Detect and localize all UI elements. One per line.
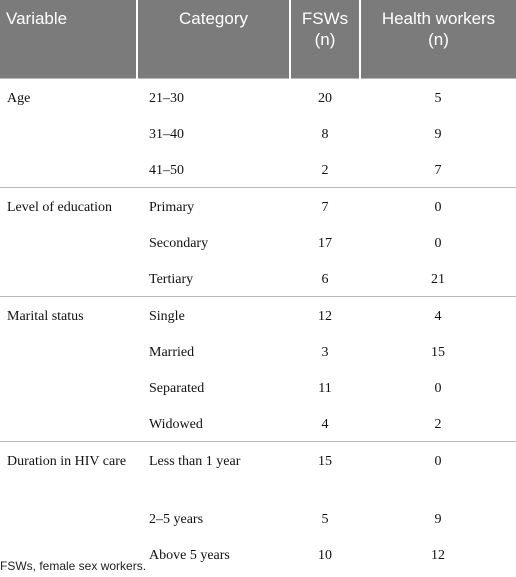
- header-cell: Category: [136, 0, 290, 79]
- health-workers-cell: 4: [360, 296, 516, 333]
- header-label: FSWs: [301, 9, 349, 28]
- table-row: Duration in HIV care Less than 1 year 15 0: [0, 441, 516, 577]
- fsws-cell: 2: [321, 163, 329, 178]
- category-cell: 2–5 years: [149, 512, 204, 527]
- header-unit: (n): [314, 30, 336, 49]
- health-workers-cell: 9: [434, 512, 442, 527]
- health-workers-cell: 2: [434, 417, 442, 432]
- header-label: Health workers: [381, 9, 496, 28]
- footnote: FSWs, female sex workers.: [0, 559, 147, 573]
- category-cell: Single: [137, 296, 290, 333]
- variable-cell: Marital status: [0, 296, 137, 442]
- variable-cell: Age: [0, 78, 137, 188]
- fsws-cell: 7: [290, 187, 360, 224]
- table-row: Tertiary 6 21: [0, 260, 516, 297]
- category-cell: 41–50: [149, 163, 184, 178]
- table-row: 2–5 years 5 9: [0, 500, 516, 536]
- fsws-cell: 17: [318, 236, 332, 251]
- health-workers-cell: 0: [360, 187, 516, 224]
- fsws-cell: 11: [318, 381, 332, 396]
- table-row: 31–40 8 9: [0, 115, 516, 151]
- category-cell: Secondary: [149, 236, 209, 251]
- health-workers-cell: 0: [360, 441, 516, 500]
- table-row: Married 3 15: [0, 333, 516, 369]
- fsws-cell: 5: [321, 512, 329, 527]
- table-row: Level of education Primary 7 0: [0, 187, 516, 297]
- category-cell: Separated: [149, 381, 205, 396]
- health-workers-cell: 15: [431, 345, 445, 360]
- header-row: Variable Category FSWs (n) Health workers…: [0, 0, 516, 79]
- health-workers-cell: 7: [434, 163, 442, 178]
- fsws-cell: 10: [318, 548, 332, 563]
- header-unit: (n): [428, 30, 449, 49]
- table-row: 41–50 2 7: [0, 151, 516, 188]
- header-cell: Health workers (n): [359, 0, 516, 79]
- category-cell: Above 5 years: [149, 548, 230, 563]
- fsws-cell: 3: [321, 345, 329, 360]
- table-row: Widowed 4 2: [0, 405, 516, 442]
- health-workers-cell: 21: [431, 272, 445, 287]
- category-cell: 31–40: [149, 127, 184, 142]
- fsws-cell: 6: [321, 272, 329, 287]
- fsws-cell: 8: [321, 127, 329, 142]
- health-workers-cell: 0: [434, 381, 442, 396]
- table-row: Marital status Single 12 4: [0, 296, 516, 442]
- table-row: Separated 11 0: [0, 369, 516, 405]
- header-cell: FSWs (n): [289, 0, 360, 79]
- fsws-cell: 4: [321, 417, 329, 432]
- fsws-cell: 12: [290, 296, 360, 333]
- health-workers-cell: 12: [431, 548, 445, 563]
- health-workers-cell: 0: [434, 236, 442, 251]
- category-cell: Primary: [137, 187, 290, 224]
- table-row: Age 21–30 20 5: [0, 78, 516, 188]
- variable-cell: Level of education: [0, 187, 137, 297]
- table-body: Age 21–30 20 5 31–40 8 9 41–50 2 7 Level of educat…: [0, 78, 516, 577]
- header-cell: Variable: [0, 0, 137, 79]
- table-row: Above 5 years 10 12: [0, 536, 516, 577]
- table-row: Secondary 17 0: [0, 224, 516, 260]
- table-header: Variable Category FSWs (n) Health workers…: [0, 0, 516, 79]
- category-cell: Widowed: [149, 417, 203, 432]
- category-cell: Less than 1 year: [137, 441, 290, 500]
- category-cell: Married: [149, 345, 195, 360]
- health-workers-cell: 9: [434, 127, 442, 142]
- health-workers-cell: 5: [360, 78, 516, 115]
- fsws-cell: 20: [290, 78, 360, 115]
- variable-cell: Duration in HIV care: [0, 441, 137, 577]
- fsws-cell: 15: [290, 441, 360, 500]
- category-cell: Tertiary: [149, 272, 194, 287]
- category-cell: 21–30: [137, 78, 290, 115]
